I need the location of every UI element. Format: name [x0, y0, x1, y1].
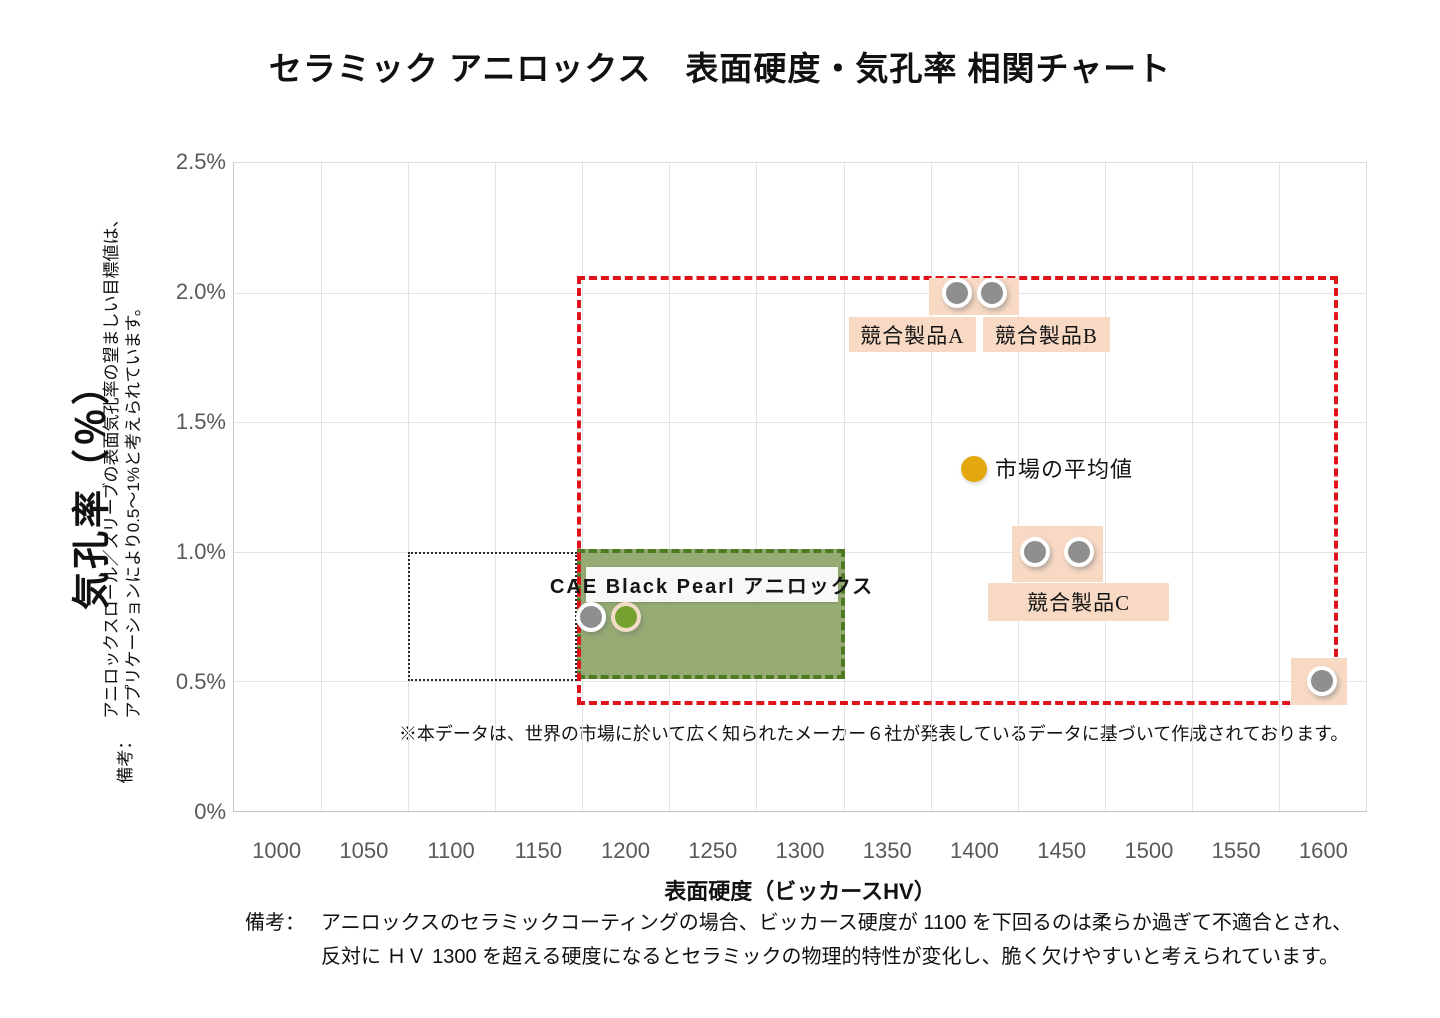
gridline-vertical — [1191, 163, 1193, 811]
gridline-horizontal — [234, 292, 1366, 294]
hardness-note-line1: アニロックスのセラミックコーティングの場合、ビッカース硬度が 1100 を下回る… — [321, 912, 1353, 934]
y-tick-label: 1.5% — [175, 409, 226, 434]
cae-black-pearl-point-green — [610, 601, 641, 632]
data-source-footnote: ※本データは、世界の市場に於いて広く知られたメーカー６社が発表しているデータに基… — [398, 724, 1349, 745]
competitor-a-label: 競合製品A — [848, 317, 976, 353]
x-tick-label: 1150 — [514, 838, 562, 863]
plot-area: ※本データは、世界の市場に於いて広く知られたメーカー６社が発表しているデータに基… — [233, 162, 1367, 812]
gridline-horizontal — [234, 422, 1366, 424]
x-tick-label: 1350 — [862, 838, 912, 863]
y-tick-label: 0% — [194, 799, 226, 824]
x-tick-label: 1500 — [1124, 838, 1174, 863]
x-tick-label: 1550 — [1211, 838, 1261, 863]
competitor-b-label: 競合製品B — [982, 317, 1110, 353]
competitor-a-point — [941, 277, 972, 308]
gridline-horizontal — [234, 681, 1366, 683]
gridline-vertical — [1278, 163, 1280, 811]
y-axis-tick-labels: 0% 0.5% 1.0% 1.5% 2.0% 2.5% — [0, 149, 226, 824]
gridline-vertical — [669, 163, 671, 811]
competitor-c-point-1 — [1020, 536, 1051, 567]
chart-title: セラミック アニロックス 表面硬度・気孔率 相関チャート — [268, 50, 1172, 87]
market-average-label: 市場の平均値 — [995, 456, 1134, 482]
x-tick-label: 1600 — [1298, 838, 1348, 863]
x-axis-title: 表面硬度（ビッカースHV） — [664, 879, 936, 904]
x-tick-label: 1050 — [339, 838, 389, 863]
gridline-vertical — [582, 163, 584, 811]
gridline-vertical — [321, 163, 323, 811]
cae-black-pearl-point-gray — [576, 601, 606, 632]
gridline-vertical — [1017, 163, 1019, 811]
gridline-vertical — [756, 163, 758, 811]
competitor-c-label: 競合製品C — [988, 583, 1170, 622]
hardness-note-line2: 反対に ＨＶ 1300 を超える硬度になるとセラミックの物理的特性が変化し、脆く… — [321, 946, 1339, 968]
x-tick-label: 1200 — [601, 838, 651, 863]
gridline-vertical — [843, 163, 845, 811]
hardness-note-text: アニロックスのセラミックコーティングの場合、ビッカース硬度が 1100 を下回る… — [321, 906, 1352, 974]
cae-black-pearl-label: CAE Black Pearl アニロックス — [550, 566, 872, 602]
competitor-c-point-2 — [1063, 536, 1094, 567]
x-tick-label: 1450 — [1037, 838, 1087, 863]
hardness-note-label: 備考： — [245, 912, 305, 934]
y-tick-label: 1.0% — [175, 539, 226, 564]
x-tick-label: 1400 — [949, 838, 999, 863]
hardness-note: 備考： アニロックスのセラミックコーティングの場合、ビッカース硬度が 1100 … — [245, 906, 1352, 974]
gridline-vertical — [930, 163, 932, 811]
competitor-b-point — [976, 277, 1007, 308]
y-tick-label: 0.5% — [175, 669, 226, 694]
y-tick-label: 2.0% — [175, 279, 226, 304]
gridline-vertical — [495, 163, 497, 811]
x-tick-label: 1100 — [427, 838, 475, 863]
x-axis-tick-labels: 1000 1050 1100 1150 1200 1250 1300 1350 1400 1450… — [233, 838, 1367, 866]
x-tick-label: 1250 — [688, 838, 738, 863]
hv1600-point — [1307, 666, 1338, 697]
gridline-vertical — [1104, 163, 1106, 811]
y-tick-label: 2.5% — [175, 149, 226, 174]
gridline-vertical — [408, 163, 410, 811]
x-tick-label: 1000 — [252, 838, 302, 863]
market-average-point — [961, 455, 988, 482]
x-tick-label: 1300 — [775, 838, 825, 863]
